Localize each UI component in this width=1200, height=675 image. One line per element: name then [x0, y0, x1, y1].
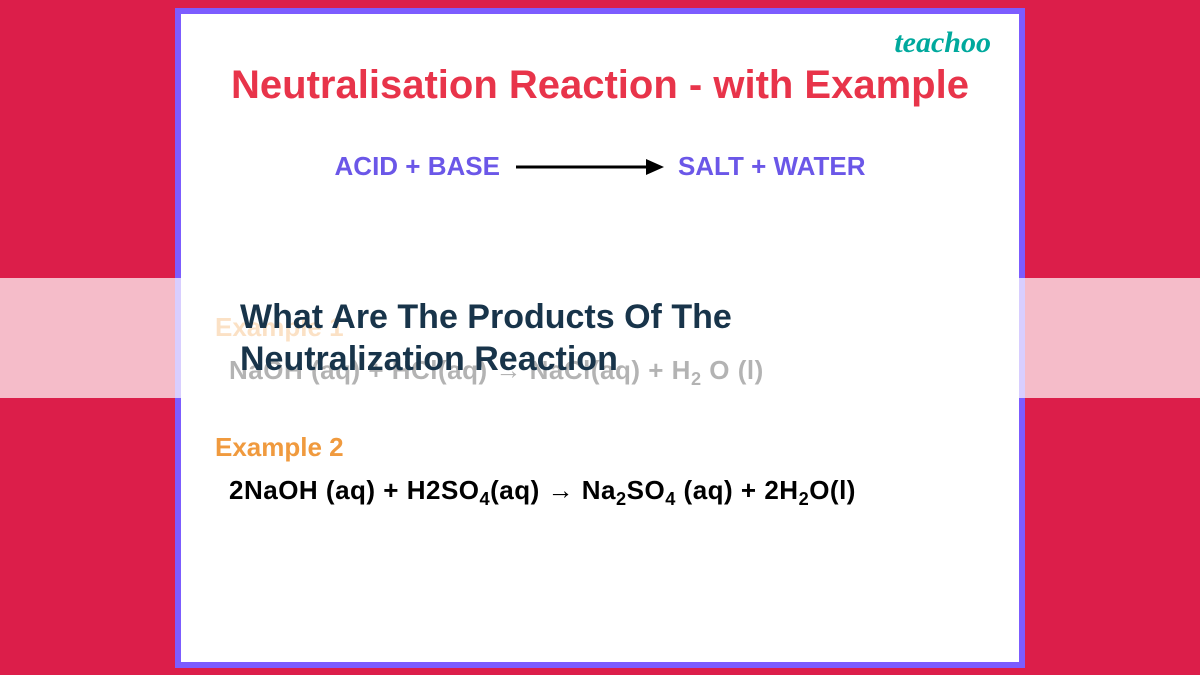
- page-title: Neutralisation Reaction - with Example: [211, 59, 989, 111]
- example-2-label: Example 2: [215, 432, 989, 463]
- equation-right: SALT + WATER: [678, 151, 866, 182]
- overlay-band: What Are The Products Of The Neutralizat…: [0, 278, 1200, 398]
- general-equation: ACID + BASE SALT + WATER: [211, 151, 989, 182]
- overlay-heading: What Are The Products Of The Neutralizat…: [240, 296, 960, 381]
- brand-logo: teachoo: [894, 26, 991, 60]
- arrow-icon: [514, 155, 664, 179]
- equation-left: ACID + BASE: [335, 151, 500, 182]
- example-2-equation: 2NaOH (aq) + H2SO4(aq) → Na2SO4 (aq) + 2…: [229, 475, 989, 510]
